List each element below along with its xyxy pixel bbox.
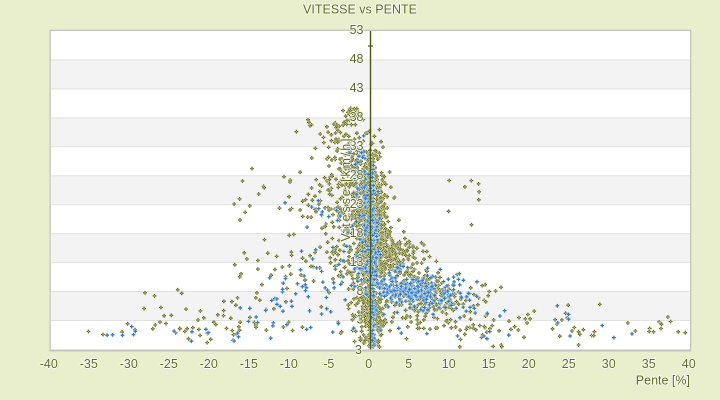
svg-text:30: 30	[602, 357, 616, 371]
svg-text:13: 13	[350, 255, 364, 269]
svg-text:-5: -5	[323, 357, 334, 371]
svg-text:8: 8	[357, 284, 364, 298]
svg-text:20: 20	[522, 357, 536, 371]
svg-text:18: 18	[350, 226, 364, 240]
svg-text:53: 53	[350, 23, 364, 37]
svg-text:Vitesse [km/h]: Vitesse [km/h]	[339, 137, 353, 242]
svg-text:38: 38	[350, 110, 364, 124]
svg-text:33: 33	[350, 139, 364, 153]
svg-text:-20: -20	[200, 357, 218, 371]
svg-text:15: 15	[482, 357, 496, 371]
svg-text:-35: -35	[80, 357, 98, 371]
svg-text:3: 3	[357, 313, 364, 327]
svg-text:48: 48	[350, 52, 364, 66]
svg-text:10: 10	[442, 357, 456, 371]
svg-text:-30: -30	[120, 357, 138, 371]
svg-text:23: 23	[350, 197, 364, 211]
svg-text:40: 40	[682, 357, 696, 371]
svg-text:-40: -40	[40, 357, 58, 371]
svg-text:3: 3	[355, 343, 362, 357]
svg-text:25: 25	[562, 357, 576, 371]
svg-text:43: 43	[350, 81, 364, 95]
svg-text:35: 35	[642, 357, 656, 371]
svg-text:5: 5	[405, 357, 412, 371]
svg-text:-15: -15	[240, 357, 258, 371]
svg-text:-10: -10	[280, 357, 298, 371]
svg-text:0: 0	[365, 357, 372, 371]
svg-text:28: 28	[350, 168, 364, 182]
svg-text:-25: -25	[160, 357, 178, 371]
svg-text:VITESSE vs PENTE: VITESSE vs PENTE	[303, 3, 417, 17]
svg-text:Pente [%]: Pente [%]	[636, 374, 690, 388]
